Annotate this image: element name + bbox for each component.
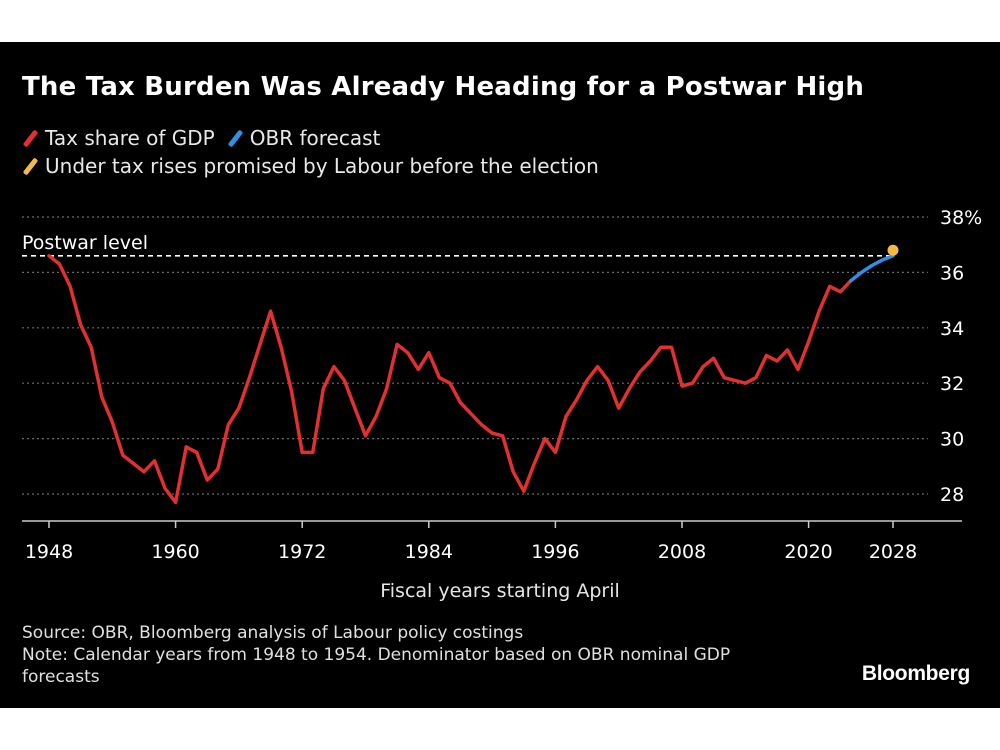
grid-lines xyxy=(22,216,928,495)
obr-forecast-line xyxy=(849,254,895,283)
chart-title: The Tax Burden Was Already Heading for a… xyxy=(22,72,865,102)
x-tick-label-1948: 1948 xyxy=(25,541,73,563)
labour-tax-rise-point xyxy=(887,244,899,256)
y-tick-label-36: 36 xyxy=(940,262,964,284)
y-tick-label-28: 28 xyxy=(940,484,964,506)
x-axis: 1948 1960 1972 1984 1996 2008 2020 2028 xyxy=(22,520,962,563)
x-tick-label-1972: 1972 xyxy=(278,541,326,563)
legend-label-tax-share: Tax share of GDP xyxy=(45,126,215,150)
postwar-level-label: Postwar level xyxy=(22,232,148,254)
x-tick-label-1984: 1984 xyxy=(405,541,453,563)
y-tick-label-38: 38% xyxy=(940,207,982,229)
legend-item-labour-rises: Under tax rises promised by Labour befor… xyxy=(22,154,599,178)
x-tick-label-1960: 1960 xyxy=(151,541,199,563)
x-tick-label-2028: 2028 xyxy=(869,541,917,563)
note-text-line1: Note: Calendar years from 1948 to 1954. … xyxy=(22,645,731,665)
x-axis-label: Fiscal years starting April xyxy=(380,580,620,602)
legend-label-labour-rises: Under tax rises promised by Labour befor… xyxy=(45,154,599,178)
series-group xyxy=(47,244,899,505)
y-tick-label-32: 32 xyxy=(940,373,964,395)
legend-row-1: Tax share of GDP OBR forecast xyxy=(22,126,392,150)
tax-share-line xyxy=(47,254,853,505)
legend-row-2: Under tax rises promised by Labour befor… xyxy=(22,154,611,178)
y-axis-labels: 28 30 32 34 36 38% xyxy=(940,207,982,506)
legend-item-obr-forecast: OBR forecast xyxy=(227,126,381,150)
legend-label-obr-forecast: OBR forecast xyxy=(249,126,381,150)
x-tick-label-2020: 2020 xyxy=(784,541,832,563)
y-tick-label-34: 34 xyxy=(940,318,964,340)
x-tick-label-1996: 1996 xyxy=(531,541,579,563)
reference-line-group: Postwar level xyxy=(22,232,893,257)
legend-item-tax-share: Tax share of GDP xyxy=(22,126,215,150)
note-text-line2: forecasts xyxy=(22,667,100,687)
x-tick-label-2008: 2008 xyxy=(658,541,706,563)
chart-svg: Postwar level 1948 1960 1972 1984 1996 2008 20… xyxy=(22,207,982,602)
y-tick-label-30: 30 xyxy=(940,429,964,451)
chart-frame: The Tax Burden Was Already Heading for a… xyxy=(0,42,1000,708)
bloomberg-logo: Bloomberg xyxy=(861,662,970,685)
source-text: Source: OBR, Bloomberg analysis of Labou… xyxy=(22,623,524,643)
